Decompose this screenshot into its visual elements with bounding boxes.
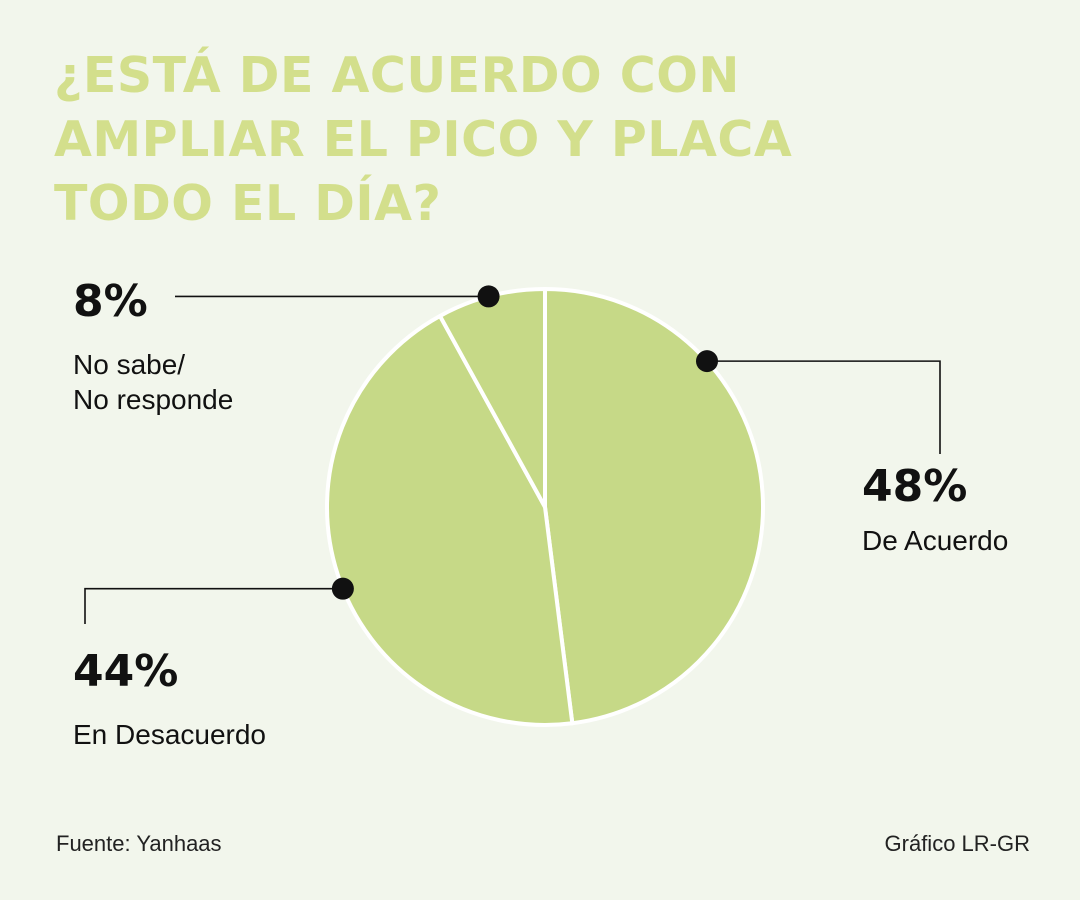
pie-slice-1 [325,313,575,727]
leader-lines [84,285,941,624]
leader-line-0 [707,360,941,454]
slice-labels: 48% De Acuerdo 44% En Desacuerdo 8% No sabe/N… [73,276,1008,750]
source-note: Fuente: Yanhaas [56,831,222,856]
category-label-2-line-1: No responde [73,384,233,415]
leader-dot-1 [331,577,354,600]
leader-line-1 [84,587,343,624]
pie-slices [325,287,765,727]
chart-title: ¿ESTÁ DE ACUERDO CON AMPLIAR EL PICO Y P… [54,47,793,232]
leader-dot-2 [477,285,500,308]
leader-dot-0 [696,350,719,373]
category-label-1: En Desacuerdo [73,719,266,750]
value-label-1: 44% [73,646,178,697]
graphic-credit: Gráfico LR-GR [884,831,1030,856]
value-label-2: 8% [73,276,148,327]
category-label-0: De Acuerdo [862,525,1008,556]
category-label-2-line-0: No sabe/ [73,349,185,380]
pie-slice-0 [543,287,765,726]
value-label-0: 48% [862,461,967,512]
